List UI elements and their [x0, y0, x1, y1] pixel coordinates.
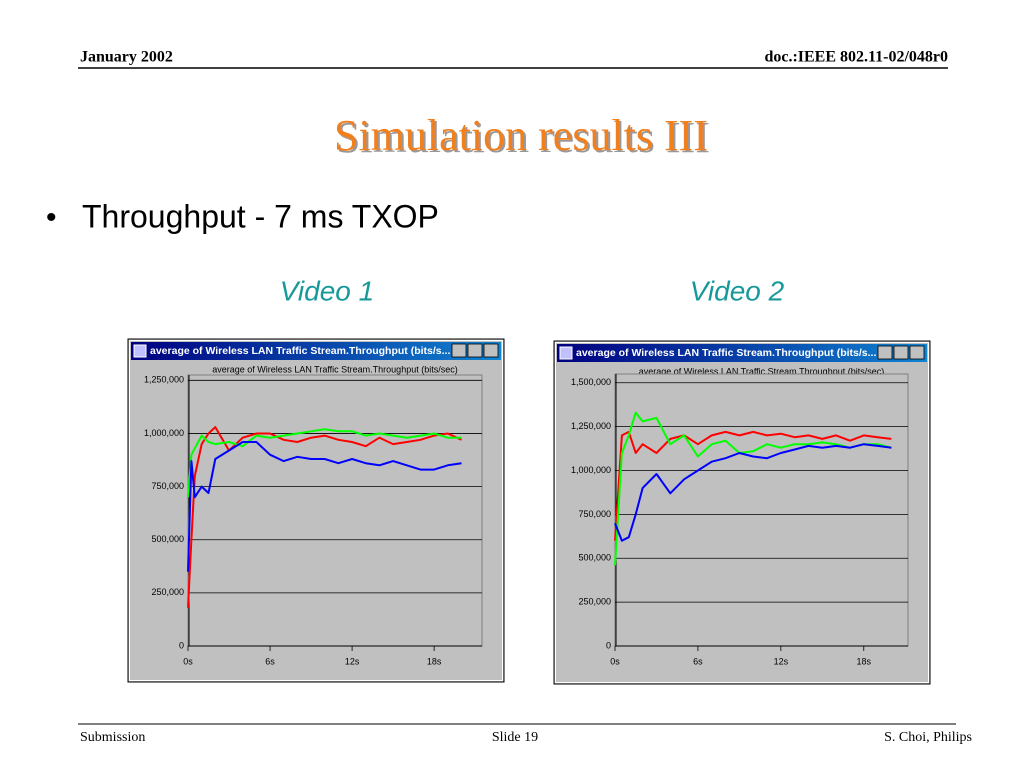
- series-line: [187, 426, 462, 608]
- y-tick-label: 1,250,000: [144, 375, 184, 385]
- slide-title: Simulation results III: [334, 111, 708, 160]
- y-tick-label: 1,250,000: [571, 421, 611, 431]
- footer-right: S. Choi, Philips: [884, 730, 972, 745]
- series-line: [187, 441, 462, 572]
- header-doc: doc.:IEEE 802.11-02/048r0: [764, 49, 948, 66]
- window-button: [451, 343, 467, 358]
- y-tick-label: 750,000: [578, 509, 611, 519]
- title-bar: [131, 342, 501, 360]
- plot-title: average of Wireless LAN Traffic Stream.T…: [212, 364, 457, 374]
- window-bevel: [129, 340, 503, 681]
- y-tick-label: 250,000: [151, 587, 184, 597]
- bullet-text: Throughput - 7 ms TXOP: [82, 198, 439, 234]
- window-button: [467, 343, 483, 358]
- y-tick-label: 500,000: [578, 553, 611, 563]
- y-tick-label: 750,000: [151, 481, 184, 491]
- x-tick-label: 0s: [183, 656, 193, 666]
- series-line: [614, 443, 892, 542]
- x-tick-label: 18s: [427, 656, 442, 666]
- y-tick-label: 250,000: [578, 597, 611, 607]
- y-tick-label: 1,000,000: [144, 428, 184, 438]
- series-line: [187, 428, 462, 498]
- chart: Video 1 average of Wireless LAN Traffic S…: [127, 275, 505, 683]
- x-tick-label: 12s: [774, 656, 789, 666]
- x-tick-label: 6s: [693, 656, 703, 666]
- footer-center: Slide 19: [492, 730, 538, 745]
- y-tick-label: 0: [179, 640, 184, 650]
- window-title: average of Wireless LAN Traffic Stream.T…: [576, 347, 876, 359]
- x-tick-label: 0s: [610, 656, 620, 666]
- x-tick-label: 12s: [345, 656, 360, 666]
- plot-area: [187, 374, 483, 647]
- title-bar: [557, 344, 927, 362]
- window-button: [909, 345, 925, 360]
- footer-left: Submission: [80, 730, 145, 745]
- chart-heading: Video 1: [280, 275, 374, 306]
- y-tick-label: 1,000,000: [571, 465, 611, 475]
- window-title: average of Wireless LAN Traffic Stream.T…: [150, 345, 450, 357]
- plot-title: average of Wireless LAN Traffic Stream.T…: [639, 366, 884, 376]
- x-tick-label: 6s: [265, 656, 275, 666]
- header-date: January 2002: [80, 49, 173, 66]
- series-line: [614, 430, 892, 541]
- y-tick-label: 0: [606, 640, 611, 650]
- window-icon: [559, 346, 573, 360]
- chart-heading: Video 2: [690, 275, 785, 306]
- plot-area: [614, 373, 909, 647]
- bullet-dot: •: [46, 201, 57, 234]
- window-button: [877, 345, 893, 360]
- window-button: [483, 343, 499, 358]
- window-button: [893, 345, 909, 360]
- x-tick-label: 18s: [857, 656, 872, 666]
- y-tick-label: 500,000: [151, 534, 184, 544]
- y-tick-label: 1,500,000: [571, 377, 611, 387]
- window-bevel: [555, 342, 929, 683]
- window-icon: [133, 344, 147, 358]
- chart: Video 2 average of Wireless LAN Traffic S…: [553, 275, 931, 685]
